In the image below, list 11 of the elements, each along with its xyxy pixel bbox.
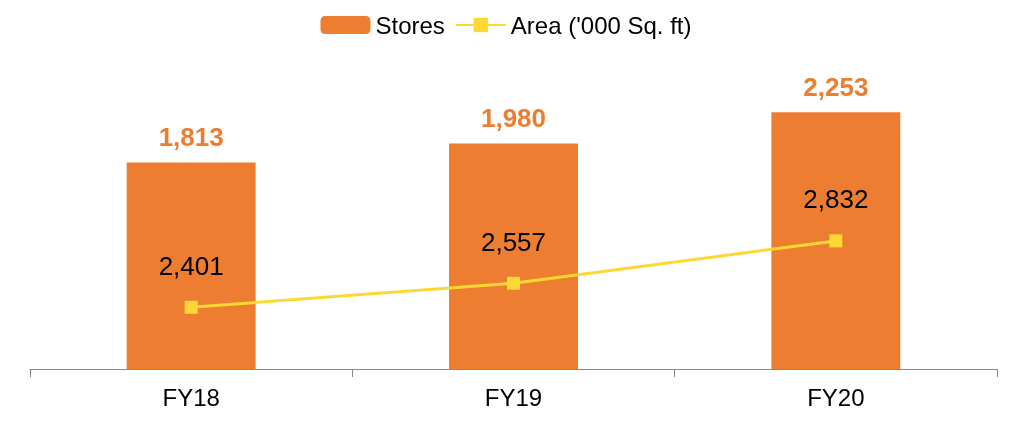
legend-label: Area ('000 Sq. ft) bbox=[510, 11, 692, 39]
x-tick-label: FY20 bbox=[807, 383, 865, 411]
data-label: 2,832 bbox=[803, 184, 869, 215]
x-tick-label: FY18 bbox=[162, 383, 220, 411]
data-label: 2,401 bbox=[158, 250, 224, 281]
legend-label: Stores bbox=[375, 11, 445, 39]
data-label: 2,253 bbox=[803, 72, 869, 103]
data-label: 2,557 bbox=[480, 226, 547, 257]
x-tick-label: FY19 bbox=[484, 383, 543, 411]
data-label: 1,813 bbox=[158, 122, 224, 153]
data-label: 1,980 bbox=[480, 103, 547, 134]
